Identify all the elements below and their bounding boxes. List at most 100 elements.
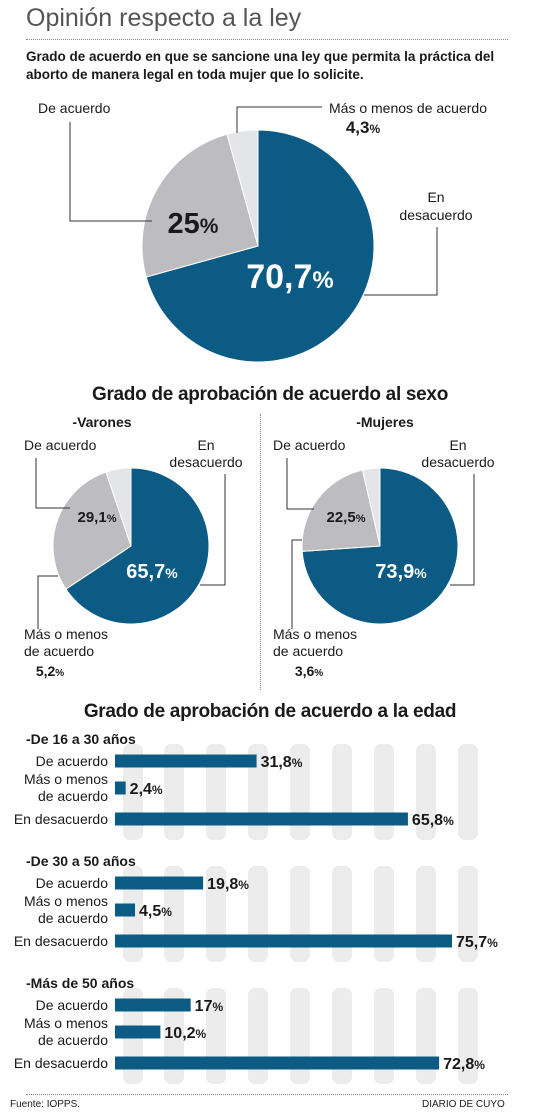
bar-grid-column xyxy=(458,866,478,962)
bar-mas-o-menos-de-acuerdo xyxy=(115,781,126,795)
main-pie-label-en-desacuerdo-1: En xyxy=(427,189,444,205)
mujeres-pie-label-de-acuerdo: De acuerdo xyxy=(273,437,346,453)
bar-category-de-acuerdo: De acuerdo xyxy=(36,875,109,891)
main-pie-label-en-desacuerdo-2: desacuerdo xyxy=(399,207,472,223)
main-pie-slice-de-acuerdo xyxy=(141,133,259,278)
title-divider xyxy=(26,39,508,40)
varones-pie-value-en-desacuerdo: 65,7% xyxy=(126,561,178,583)
bar-grid-column xyxy=(290,988,310,1084)
bar-value-mas-o-menos-de-acuerdo: 10,2% xyxy=(164,1025,206,1042)
mujeres-pie-label-mas-o-menos-2: de acuerdo xyxy=(273,643,343,659)
mujeres-pie-subtitle: -Mujeres xyxy=(356,414,414,430)
bar-category-en-desacuerdo: En desacuerdo xyxy=(14,933,108,949)
bar-grid-column xyxy=(374,744,394,840)
bar-de-acuerdo xyxy=(115,754,257,768)
mujeres-pie-slice-mas-o-menos-de-acuerdo xyxy=(361,467,381,547)
bar-value-de-acuerdo: 19,8% xyxy=(207,876,249,893)
main-pie-chart: 70,7%25%De acuerdo Más o menos de acuerdo… xyxy=(38,100,487,363)
sexo-divider xyxy=(260,414,261,690)
bar-grid-column xyxy=(416,744,436,840)
bar-en-desacuerdo xyxy=(115,1056,440,1070)
mujeres-pie-value-de-acuerdo: 22,5% xyxy=(327,509,366,526)
bar-value-en-desacuerdo: 65,8% xyxy=(412,812,454,829)
mujeres-pie-value-mas-o-menos: 3,6% xyxy=(295,663,323,679)
age-group-heading: -Más de 50 años xyxy=(26,975,134,991)
main-pie-value-mas-o-menos: 4,3% xyxy=(346,118,381,137)
varones-pie-value-mas-o-menos: 5,2% xyxy=(36,663,64,679)
mujeres-pie-value-en-desacuerdo: 73,9% xyxy=(375,561,427,583)
page-title: Opinión respecto a la ley xyxy=(26,4,302,32)
footer-divider xyxy=(26,1094,508,1095)
bar-value-en-desacuerdo: 75,7% xyxy=(456,934,498,951)
age-bar-chart: -De 16 a 30 años 31,8% 2,4% 65,8% De acuerdo… xyxy=(14,731,498,1084)
mujeres-pie-slice-de-acuerdo xyxy=(301,469,381,552)
bar-de-acuerdo xyxy=(115,876,204,890)
varones-pie-value-de-acuerdo: 29,1% xyxy=(78,509,117,526)
varones-pie-leader-mas-o-menos xyxy=(37,575,58,629)
bar-category-mas-o-menos-2: de acuerdo xyxy=(38,788,108,804)
bar-category-de-acuerdo: De acuerdo xyxy=(36,753,109,769)
bar-grid-column xyxy=(458,744,478,840)
bar-category-en-desacuerdo: En desacuerdo xyxy=(14,811,108,827)
mujeres-pie-leader-mas-o-menos xyxy=(291,539,302,629)
bar-value-de-acuerdo: 17% xyxy=(195,998,224,1015)
main-pie-subtitle: Grado de acuerdo en que se sancione una … xyxy=(26,49,495,82)
varones-pie-subtitle: -Varones xyxy=(72,414,131,430)
main-pie-label-de-acuerdo: De acuerdo xyxy=(38,100,111,116)
main-pie-slice-en-desacuerdo xyxy=(145,129,375,363)
varones-pie-slice-mas-o-menos-de-acuerdo xyxy=(105,467,132,547)
mujeres-pie-chart: -Mujeres 73,9% 22,5% De acuerdo Endesacuerdo… xyxy=(273,414,495,679)
bar-grid-column xyxy=(332,988,352,1084)
bar-value-de-acuerdo: 31,8% xyxy=(261,754,303,771)
bar-grid-column xyxy=(248,866,268,962)
mujeres-pie-leader-en-desacuerdo xyxy=(450,474,475,586)
bar-mas-o-menos-de-acuerdo xyxy=(115,1025,161,1039)
bar-category-mas-o-menos-2: de acuerdo xyxy=(38,910,108,926)
bar-en-desacuerdo xyxy=(115,812,408,826)
bar-value-en-desacuerdo: 72,8% xyxy=(443,1056,485,1073)
main-pie-slice-mas-o-menos-de-acuerdo xyxy=(226,129,259,247)
main-pie-leader-de-acuerdo xyxy=(69,122,152,222)
bar-grid-column xyxy=(416,988,436,1084)
bar-value-mas-o-menos-de-acuerdo: 4,5% xyxy=(139,903,172,920)
bar-category-mas-o-menos-2: de acuerdo xyxy=(38,1032,108,1048)
section-sexo-heading: Grado de aprobación de acuerdo al sexo xyxy=(91,384,449,405)
mujeres-pie-label-en-desacuerdo-1: En xyxy=(449,437,466,453)
source-note: Fuente: IOPPS. xyxy=(10,1099,81,1110)
mujeres-pie-label-mas-o-menos-1: Más o menos xyxy=(273,626,357,642)
bar-grid-column xyxy=(374,866,394,962)
bar-grid-column xyxy=(332,866,352,962)
bar-grid-column xyxy=(290,866,310,962)
age-group-heading: -De 16 a 30 años xyxy=(26,731,136,747)
bar-category-en-desacuerdo: En desacuerdo xyxy=(14,1055,108,1071)
varones-pie-label-en-desacuerdo-1: En xyxy=(197,437,214,453)
mujeres-pie-leader-de-acuerdo xyxy=(286,458,314,510)
main-pie-value-de-acuerdo: 25% xyxy=(168,208,219,240)
bar-category-de-acuerdo: De acuerdo xyxy=(36,997,109,1013)
section-edad-heading: Grado de aprobación de acuerdo a la edad xyxy=(83,701,457,722)
bar-category-mas-o-menos-1: Más o menos xyxy=(24,893,108,909)
varones-pie-label-mas-o-menos-1: Más o menos xyxy=(24,626,108,642)
bar-grid-column xyxy=(458,988,478,1084)
varones-pie-label-de-acuerdo: De acuerdo xyxy=(24,437,97,453)
bar-de-acuerdo xyxy=(115,998,191,1012)
varones-pie-label-en-desacuerdo-2: desacuerdo xyxy=(169,454,242,470)
bar-grid-column xyxy=(332,744,352,840)
bar-category-mas-o-menos-1: Más o menos xyxy=(24,771,108,787)
varones-pie-slice-de-acuerdo xyxy=(52,471,132,590)
varones-pie-leader-de-acuerdo xyxy=(35,458,70,509)
bar-en-desacuerdo xyxy=(115,934,452,948)
varones-pie-leader-en-desacuerdo xyxy=(200,474,226,586)
bar-grid-column xyxy=(416,866,436,962)
main-pie-label-mas-o-menos: Más o menos de acuerdo xyxy=(329,100,487,116)
bar-value-mas-o-menos-de-acuerdo: 2,4% xyxy=(130,781,163,798)
main-pie-leader-mas-o-menos xyxy=(236,106,322,133)
varones-pie-slice-en-desacuerdo xyxy=(65,467,210,625)
varones-pie-label-mas-o-menos-2: de acuerdo xyxy=(24,643,94,659)
bar-grid-column xyxy=(248,988,268,1084)
brand-credit: DIARIO DE CUYO xyxy=(422,1099,505,1110)
bar-category-mas-o-menos-1: Más o menos xyxy=(24,1015,108,1031)
mujeres-pie-label-en-desacuerdo-2: desacuerdo xyxy=(421,454,494,470)
bar-grid-column xyxy=(374,988,394,1084)
